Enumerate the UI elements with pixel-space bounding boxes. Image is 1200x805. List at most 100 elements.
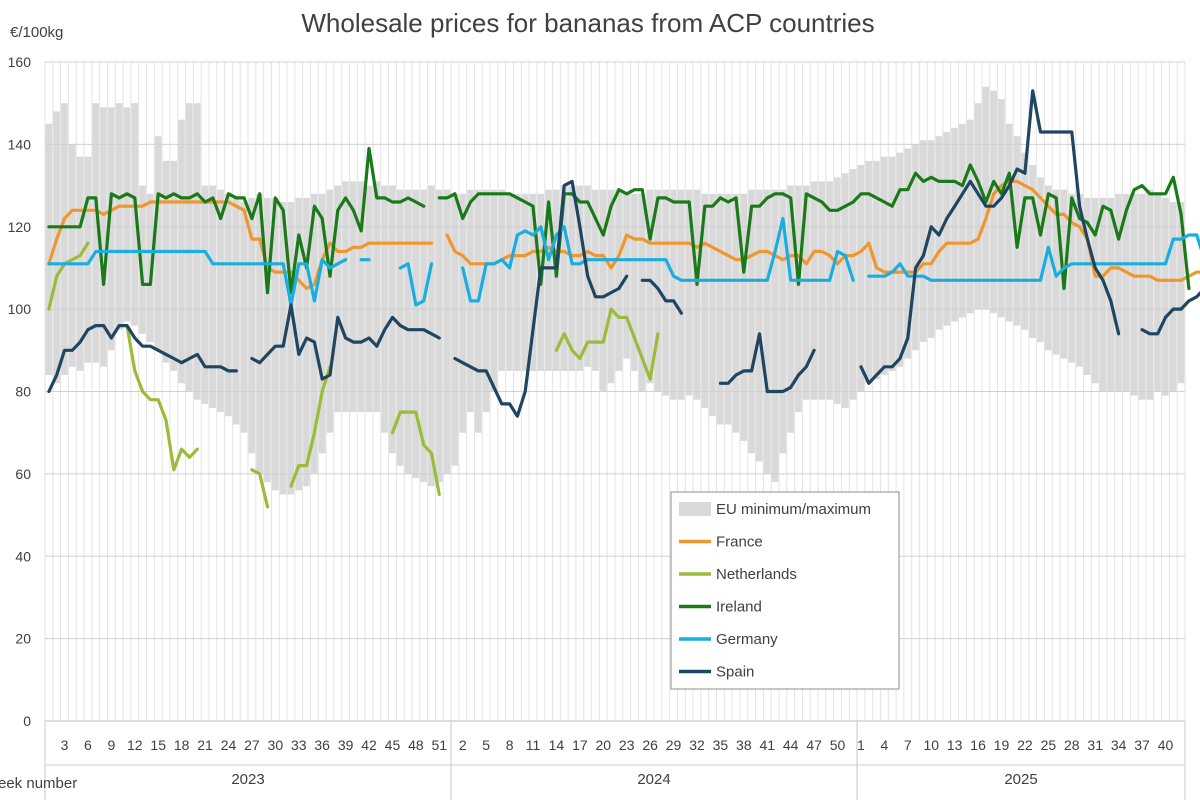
x-tick-label: 22 — [1017, 737, 1033, 753]
y-tick-label: 0 — [23, 713, 31, 729]
range-bar — [45, 123, 53, 376]
range-bar — [350, 181, 357, 413]
y-tick-label: 160 — [8, 54, 32, 70]
x-tick-label: 13 — [947, 737, 963, 753]
x-tick-label: 35 — [713, 737, 729, 753]
range-bar — [857, 164, 865, 392]
range-bar — [795, 185, 802, 413]
range-bar — [404, 189, 412, 474]
range-bar — [560, 185, 568, 371]
range-bar — [170, 160, 178, 371]
range-bar — [287, 202, 295, 495]
range-bar — [154, 136, 162, 351]
x-tick-label: 48 — [408, 737, 424, 753]
range-bar — [279, 202, 287, 495]
range-bar — [107, 107, 115, 351]
chart-title: Wholesale prices for bananas from ACP co… — [301, 8, 874, 38]
range-bar — [662, 189, 669, 396]
legend-label: Netherlands — [716, 566, 797, 583]
range-bar — [880, 156, 888, 376]
range-bar — [1013, 136, 1021, 326]
range-bar — [615, 189, 623, 371]
range-bar — [592, 189, 599, 371]
range-bar — [943, 132, 951, 326]
range-bar — [474, 189, 482, 433]
range-bar — [264, 197, 271, 483]
range-bar — [318, 193, 326, 454]
range-bar — [139, 185, 146, 334]
y-tick-label: 60 — [15, 466, 31, 482]
range-bar — [1169, 202, 1177, 392]
range-bar — [1068, 193, 1075, 363]
x-tick-label: 18 — [174, 737, 190, 753]
range-bar — [873, 160, 880, 380]
x-tick-label: 4 — [880, 737, 888, 753]
range-bar — [685, 189, 693, 396]
range-bar — [607, 189, 615, 384]
x-tick-label: 36 — [314, 737, 330, 753]
range-bar — [1005, 123, 1013, 322]
range-bar — [1123, 193, 1130, 392]
range-bar — [1162, 197, 1169, 396]
range-bar — [974, 103, 982, 310]
x-tick-label: 5 — [482, 737, 490, 753]
range-bar — [513, 193, 521, 371]
x-tick-label: 41 — [759, 737, 775, 753]
legend-label: Ireland — [716, 599, 762, 616]
range-bar — [303, 197, 310, 487]
range-bar — [84, 156, 92, 363]
range-bar — [826, 181, 833, 400]
range-bar — [1138, 193, 1146, 400]
range-bar — [435, 189, 443, 483]
range-bar — [186, 103, 193, 392]
series-line-germany — [47, 216, 1200, 307]
x-tick-label: 44 — [783, 737, 799, 753]
x-axis-label: eek number — [0, 775, 77, 792]
x-tick-label: 11 — [526, 737, 541, 753]
x-tick-label: 24 — [221, 737, 237, 753]
range-bar — [310, 193, 318, 474]
series-line-spain — [47, 89, 1200, 418]
x-tick-label: 33 — [291, 737, 307, 753]
x-tick-label: 38 — [736, 737, 752, 753]
legend-label: Spain — [716, 664, 754, 681]
x-tick-label: 28 — [1064, 737, 1080, 753]
range-bar — [732, 193, 740, 433]
range-bar — [646, 189, 654, 384]
range-bar — [162, 160, 170, 363]
legend-label: Germany — [716, 631, 778, 648]
range-bar — [209, 185, 217, 408]
series-line-netherlands — [47, 241, 660, 509]
series-line-france — [47, 179, 1200, 291]
x-tick-label: 51 — [432, 737, 448, 753]
range-bar — [545, 189, 552, 371]
range-bar — [631, 193, 638, 371]
range-bar — [521, 193, 529, 371]
range-bar — [498, 189, 505, 371]
range-bar — [904, 148, 912, 359]
range-bar — [771, 189, 779, 483]
range-bar — [810, 181, 818, 400]
range-bar — [1107, 197, 1115, 392]
range-bar — [92, 103, 99, 363]
range-bar — [443, 189, 451, 474]
range-bar — [638, 193, 646, 392]
y-tick-label: 100 — [8, 301, 32, 317]
range-bar — [553, 189, 560, 371]
range-bar — [896, 152, 904, 367]
range-bar — [529, 193, 537, 371]
year-label: 2024 — [637, 771, 670, 788]
x-tick-label: 42 — [361, 737, 377, 753]
y-tick-label: 20 — [15, 631, 31, 647]
range-bar — [420, 189, 427, 483]
legend-swatch — [679, 502, 711, 516]
range-bar — [568, 185, 576, 371]
range-bar — [490, 189, 498, 392]
x-tick-label: 27 — [244, 737, 260, 753]
range-bar — [68, 144, 76, 367]
x-tick-label: 1 — [857, 737, 865, 753]
range-bar — [951, 127, 958, 322]
range-bar — [225, 193, 232, 417]
